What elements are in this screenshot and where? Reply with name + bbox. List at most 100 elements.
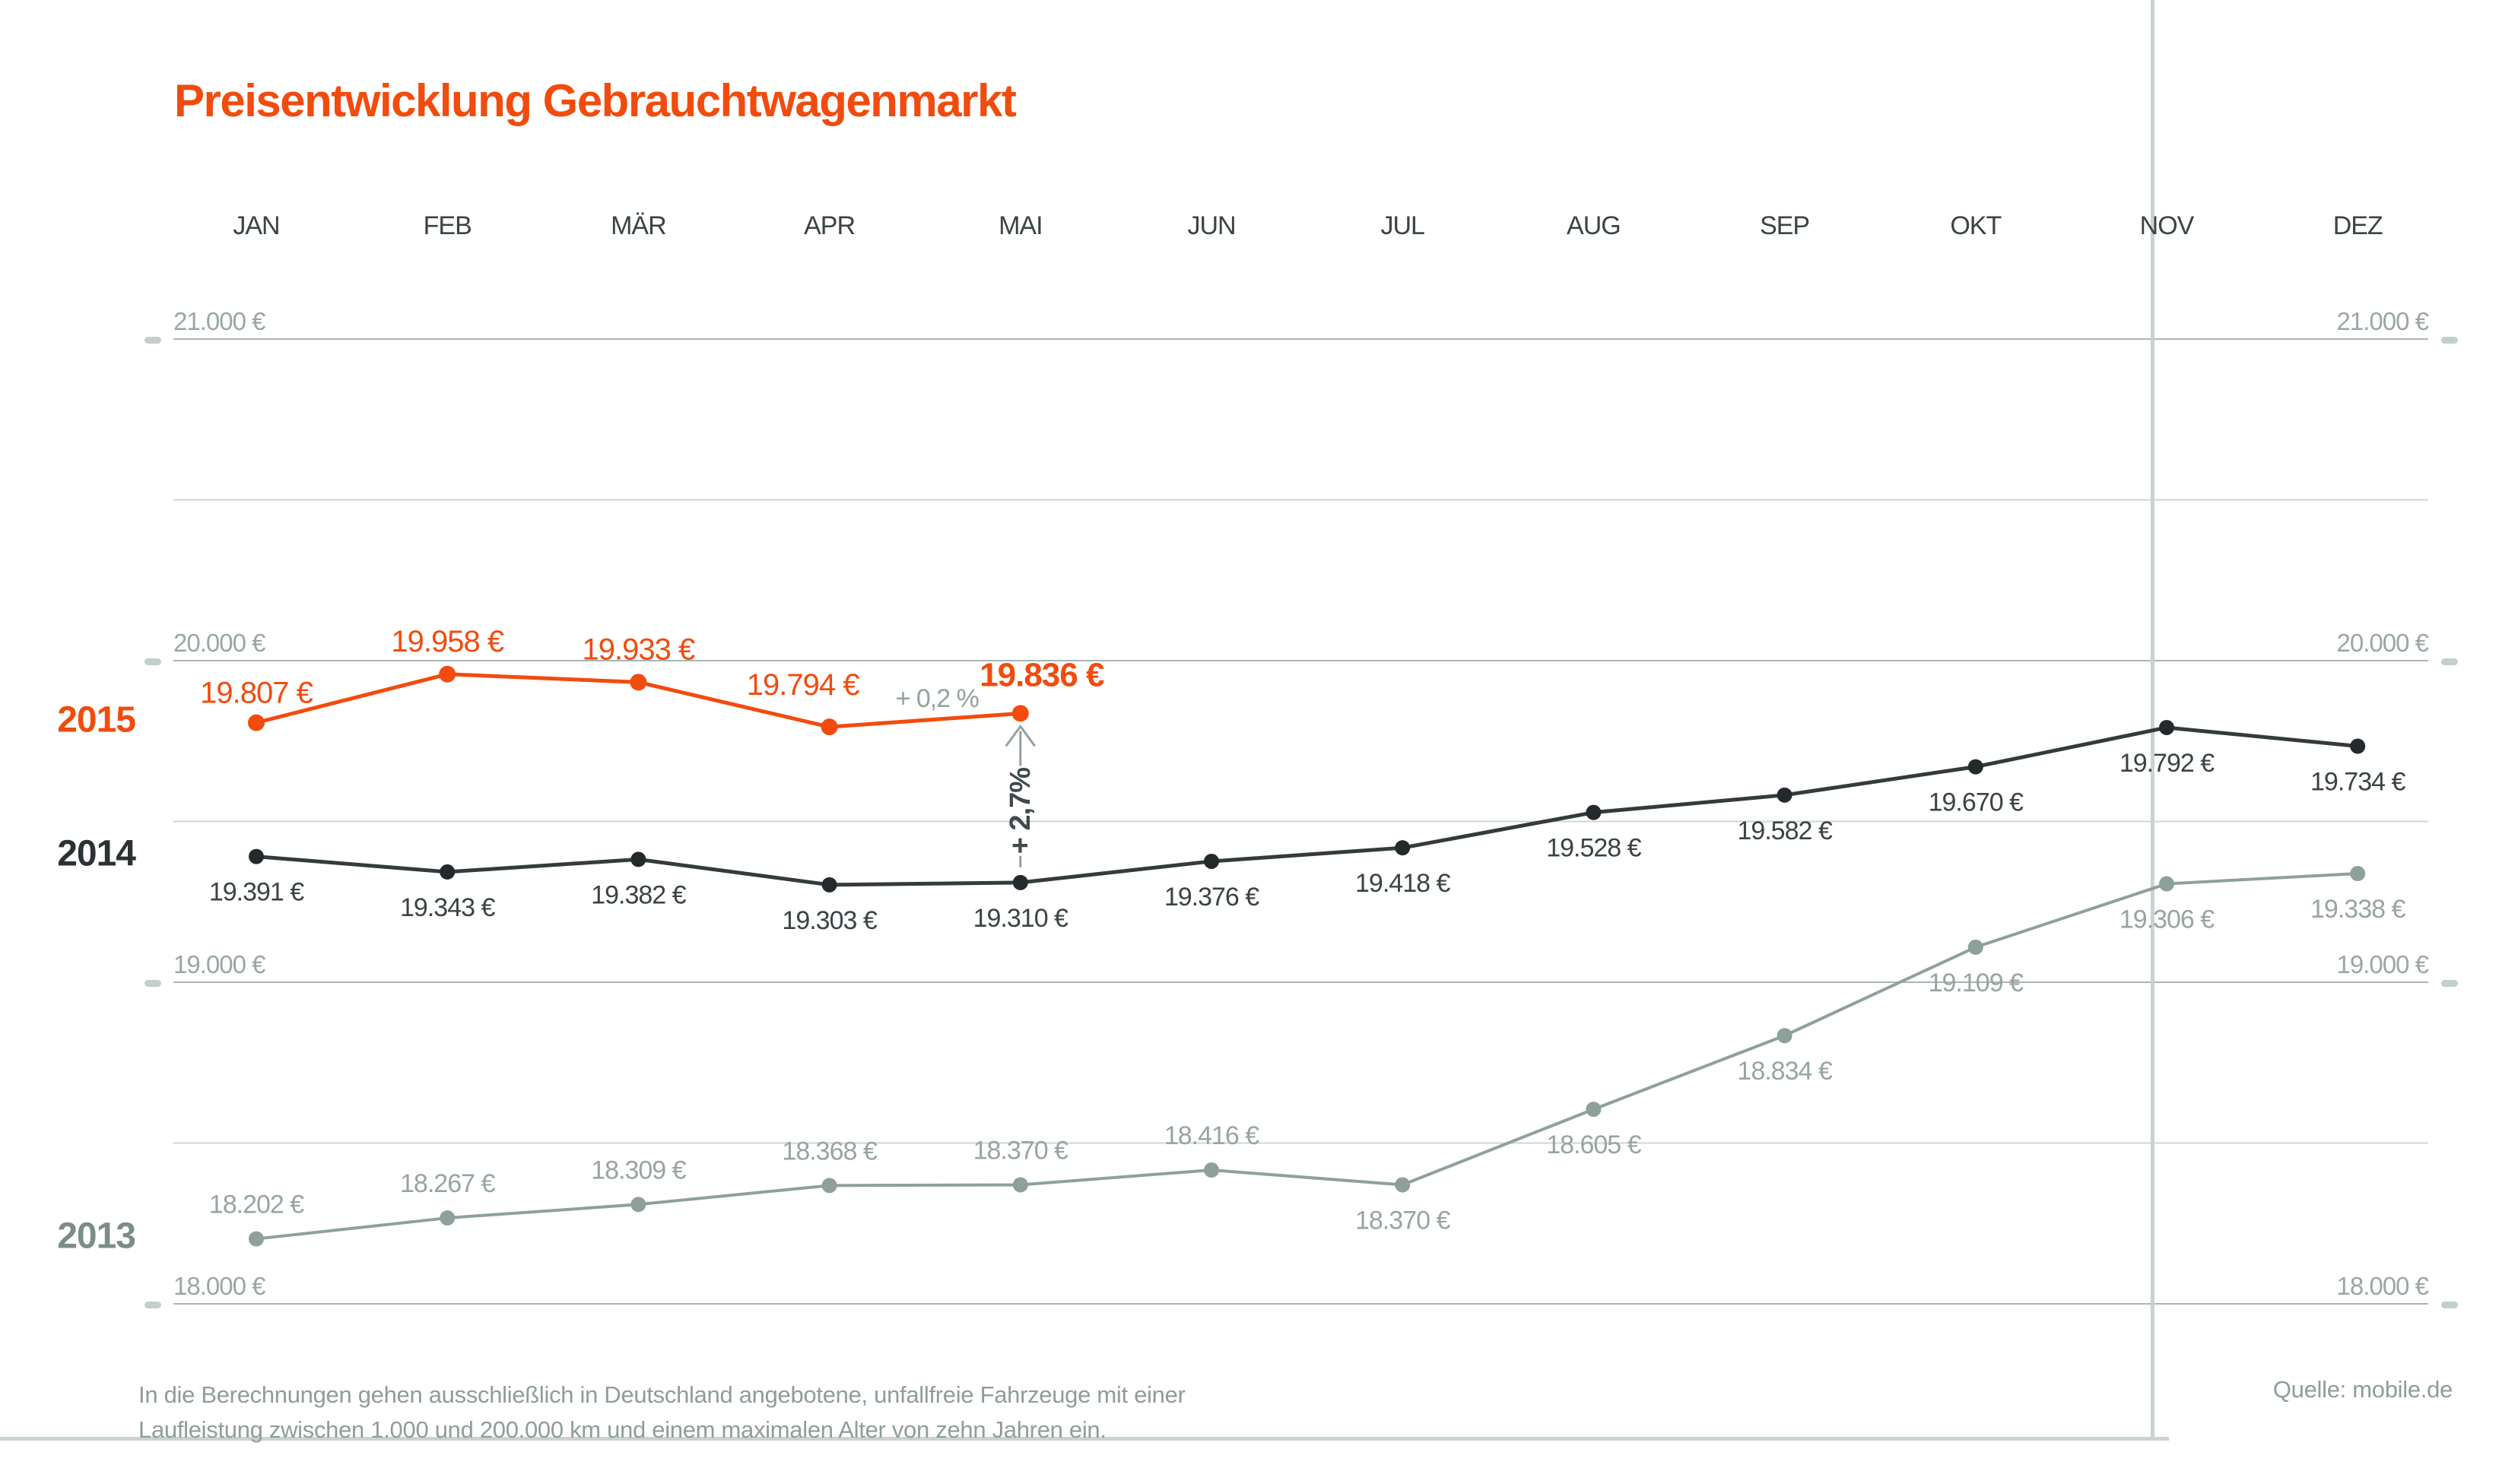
series-2014-point-jul <box>1395 840 1411 856</box>
series-2014-label-sep: 19.582 € <box>1737 817 1832 845</box>
series-2015-point-mär <box>630 674 647 691</box>
series-2013-label-jan: 18.202 € <box>209 1191 304 1219</box>
month-label-apr: APR <box>804 211 855 240</box>
yoy-arrowhead-icon <box>1005 724 1037 747</box>
series-2014-label-jun: 19.376 € <box>1164 883 1259 912</box>
series-2014-label-okt: 19.670 € <box>1929 788 2024 817</box>
axis-label-left-21000: 21.000 € <box>173 307 265 335</box>
series-2013-point-sep <box>1777 1028 1792 1044</box>
series-2015-label-mär: 19.933 € <box>583 633 695 666</box>
footnote: In die Berechnungen gehen ausschließlich… <box>138 1378 1186 1448</box>
series-2013-line <box>256 872 2358 1241</box>
series-2014-point-aug <box>1586 804 1602 820</box>
axis-label-right-18000: 18.000 € <box>2337 1272 2429 1300</box>
month-label-dez: DEZ <box>2333 211 2383 240</box>
axis-tick-left-20000 <box>144 658 161 665</box>
series-2015-label-apr: 19.794 € <box>747 668 859 702</box>
month-label-feb: FEB <box>424 211 472 240</box>
axis-label-right-21000: 21.000 € <box>2337 307 2429 335</box>
series-2014-label-jan: 19.391 € <box>209 878 304 907</box>
series-2013-point-apr <box>821 1178 837 1194</box>
series-2014-label-mär: 19.382 € <box>591 880 686 909</box>
axis-tick-right-21000 <box>2441 337 2458 344</box>
series-2014-label-apr: 19.303 € <box>782 906 877 935</box>
series-2013-point-jun <box>1204 1162 1219 1178</box>
series-2013-point-aug <box>1586 1102 1602 1118</box>
month-label-sep: SEP <box>1760 211 1809 240</box>
series-2013-point-feb <box>440 1210 456 1226</box>
month-label-jan: JAN <box>233 211 279 240</box>
series-2013-point-nov <box>2159 876 2174 892</box>
month-label-mai: MAI <box>999 211 1042 240</box>
series-2013-point-mai <box>1012 1177 1028 1193</box>
month-label-nov: NOV <box>2140 211 2195 240</box>
month-label-okt: OKT <box>1950 211 2001 240</box>
series-2014-label-dez: 19.734 € <box>2310 768 2405 797</box>
footnote-line1: In die Berechnungen gehen ausschließlich… <box>138 1381 1186 1408</box>
series-2014-label-aug: 19.528 € <box>1546 834 1641 863</box>
axis-tick-right-19000 <box>2441 980 2458 987</box>
month-label-jul: JUL <box>1380 211 1424 240</box>
axis-tick-left-19000 <box>144 980 161 987</box>
series-2014-point-sep <box>1777 787 1792 803</box>
axis-label-left-19000: 19.000 € <box>173 950 265 978</box>
series-2013-label-mai: 18.370 € <box>973 1136 1068 1165</box>
series-2014-point-apr <box>821 877 837 893</box>
mom-change-label: + 0,2 % <box>896 684 980 713</box>
nov-reference-line <box>2151 0 2154 1437</box>
series-2013-label-mär: 18.309 € <box>591 1156 686 1184</box>
series-2015-point-mai <box>1011 705 1029 722</box>
series-2014-label-nov: 19.792 € <box>2120 749 2215 778</box>
series-2015-label-feb: 19.958 € <box>391 625 503 658</box>
axis-tick-left-21000 <box>144 337 161 344</box>
series-2014-point-mai <box>1012 874 1028 890</box>
axis-label-left-20000: 20.000 € <box>173 629 265 657</box>
series-2013-label-aug: 18.605 € <box>1546 1130 1641 1159</box>
series-2013-point-jul <box>1395 1177 1411 1193</box>
series-2015-label-jan: 19.807 € <box>200 677 313 710</box>
series-2014-point-jan <box>249 848 264 864</box>
series-2013-point-jan <box>249 1231 264 1247</box>
series-2013-label-nov: 19.306 € <box>2120 905 2215 934</box>
series-2013-label-jun: 18.416 € <box>1164 1121 1259 1150</box>
series-2014-point-jun <box>1204 853 1219 869</box>
series-2013-label-feb: 18.267 € <box>400 1169 495 1198</box>
axis-label-right-20000: 20.000 € <box>2337 629 2429 657</box>
series-2014-label-feb: 19.343 € <box>400 893 495 922</box>
series-2013-label-jul: 18.370 € <box>1355 1206 1450 1235</box>
series-2014-point-mär <box>630 851 646 867</box>
series-2013-label-okt: 19.109 € <box>1929 969 2024 997</box>
yoy-change-label: + 2,7% <box>1005 768 1037 855</box>
series-2014-label-jul: 19.418 € <box>1355 869 1450 898</box>
series-2013-point-mär <box>630 1197 646 1213</box>
series-2014-point-feb <box>440 864 456 880</box>
month-label-aug: AUG <box>1567 211 1621 240</box>
month-label-jun: JUN <box>1187 211 1235 240</box>
axis-label-right-19000: 19.000 € <box>2337 950 2429 978</box>
series-2014-point-dez <box>2350 738 2366 754</box>
year-label-2014: 2014 <box>57 834 136 874</box>
series-2015-point-feb <box>439 665 456 683</box>
series-2013-label-sep: 18.834 € <box>1737 1057 1832 1086</box>
series-2014-line <box>256 725 2358 887</box>
series-2014-label-mai: 19.310 € <box>973 904 1068 933</box>
axis-tick-right-18000 <box>2441 1302 2458 1308</box>
year-label-2013: 2013 <box>57 1216 135 1257</box>
series-2015-label-mai: 19.836 € <box>980 656 1104 693</box>
source-credit: Quelle: mobile.de <box>2272 1376 2453 1403</box>
series-2013-point-okt <box>1967 939 1983 955</box>
series-2013-label-apr: 18.368 € <box>782 1137 877 1165</box>
series-2013-label-dez: 19.338 € <box>2310 895 2405 924</box>
series-2015-point-apr <box>821 718 838 736</box>
series-2013-point-dez <box>2350 866 2366 882</box>
series-2015-point-jan <box>248 714 265 731</box>
month-label-mär: MÄR <box>611 211 666 240</box>
year-label-2015: 2015 <box>57 700 135 740</box>
axis-label-left-18000: 18.000 € <box>173 1272 265 1300</box>
series-2014-point-nov <box>2159 719 2174 735</box>
footer-rule <box>0 1437 2169 1441</box>
series-2014-point-okt <box>1967 759 1983 775</box>
axis-tick-right-20000 <box>2441 658 2458 665</box>
